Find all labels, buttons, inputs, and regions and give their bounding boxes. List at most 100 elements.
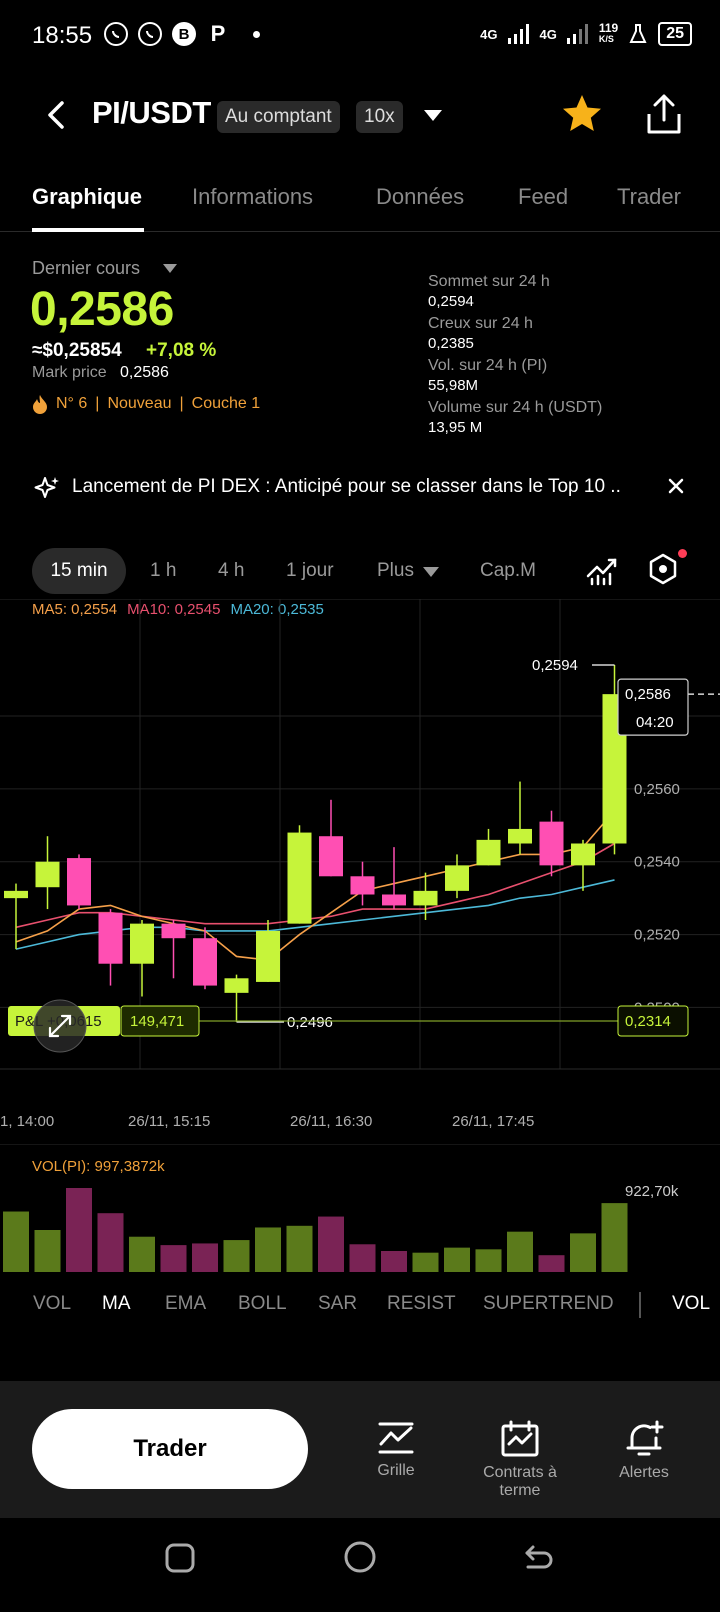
- last-price-label[interactable]: Dernier cours: [32, 258, 141, 278]
- market-cap-toggle[interactable]: Cap.M: [480, 560, 536, 581]
- alerts-label: Alertes: [619, 1464, 669, 1481]
- recent-apps-icon[interactable]: [164, 1542, 196, 1574]
- volume-label: VOL(PI): 997,3872k: [32, 1158, 165, 1175]
- tab-informations[interactable]: Informations: [192, 184, 314, 209]
- system-navigation-bar: [0, 1518, 720, 1612]
- timeframe-more-caret-icon[interactable]: [423, 567, 439, 577]
- trade-button[interactable]: Trader: [32, 1409, 308, 1489]
- liq-tag-bg: [617, 1005, 689, 1037]
- back-arrow-icon[interactable]: [40, 95, 70, 135]
- ma20-legend: MA20: 0,2535: [230, 601, 324, 618]
- chart-settings-icon[interactable]: [646, 552, 680, 586]
- price-change: +7,08 %: [146, 340, 217, 361]
- timeframe-more[interactable]: Plus: [377, 560, 414, 581]
- volume-bar: [97, 1213, 124, 1272]
- tag-layer[interactable]: Couche 1: [191, 395, 261, 412]
- tab-donnees[interactable]: Données: [376, 184, 465, 209]
- futures-label-1: Contrats à: [483, 1464, 557, 1481]
- x-tick-label-1: 1, 14:00: [0, 1113, 55, 1130]
- high-marker-label: 0,2594: [532, 657, 578, 674]
- volume-bar: [570, 1233, 596, 1272]
- ma10-legend: MA10: 0,2545: [127, 601, 221, 618]
- status-time: 18:55: [32, 22, 93, 49]
- close-icon[interactable]: [664, 474, 688, 498]
- volume-bar: [129, 1236, 155, 1272]
- last-price-caret-icon[interactable]: [163, 264, 177, 273]
- stat-vol-usdt-label: Volume sur 24 h (USDT): [428, 399, 603, 416]
- whatsapp-icon: [104, 22, 128, 46]
- ma5-line: [15, 810, 616, 961]
- ma-legend: MA5: 0,2554 MA10: 0,2545 MA20: 0,2535: [32, 601, 324, 618]
- network-4g-label: 4G: [480, 26, 498, 42]
- grid-button[interactable]: Grille: [336, 1420, 456, 1480]
- indicator-tab-resist[interactable]: RESIST: [387, 1293, 456, 1314]
- volume-max-label: 922,70k: [625, 1183, 679, 1200]
- volume-bar: [601, 1203, 628, 1272]
- candle-down: [539, 821, 564, 866]
- tab-feed[interactable]: Feed: [518, 184, 569, 209]
- back-nav-icon[interactable]: [522, 1542, 554, 1574]
- volume-chart[interactable]: [0, 1144, 720, 1274]
- candle-down: [98, 912, 123, 964]
- net-speed: 119 K/S: [599, 22, 618, 45]
- leverage-badge[interactable]: 10x: [356, 101, 403, 133]
- indicator-tab-vol[interactable]: VOL: [33, 1293, 72, 1314]
- announcement-banner-text[interactable]: Lancement de PI DEX : Anticipé pour se c…: [72, 476, 621, 497]
- x-tick-label-4: 26/11, 17:45: [452, 1113, 535, 1130]
- indicator-tab-vol-sub[interactable]: VOL: [672, 1293, 711, 1314]
- volume-bar: [349, 1244, 376, 1272]
- volume-bar: [3, 1211, 29, 1272]
- market-type-badge[interactable]: Au comptant: [217, 101, 340, 133]
- indicators-icon[interactable]: [585, 552, 619, 586]
- volume-bar: [381, 1251, 407, 1272]
- tag-separator: |: [95, 395, 100, 412]
- indicator-tab-ema[interactable]: EMA: [165, 1293, 207, 1314]
- tab-graphique[interactable]: Graphique: [32, 184, 143, 209]
- favorite-star-icon[interactable]: [560, 92, 604, 136]
- rank-row: N° 6 | Nouveau | Couche 1: [32, 394, 260, 414]
- share-icon[interactable]: [644, 92, 684, 136]
- tag-new[interactable]: Nouveau: [107, 395, 172, 412]
- candles: [4, 665, 627, 1022]
- futures-button[interactable]: Contrats à terme: [460, 1420, 580, 1500]
- tab-trader[interactable]: Trader: [617, 184, 681, 209]
- timeframe-4h[interactable]: 4 h: [218, 560, 245, 581]
- network-4g-label-2: 4G: [539, 26, 557, 42]
- alert-bell-plus-icon: [626, 1420, 664, 1456]
- candle-up: [130, 923, 154, 964]
- volume-bar: [475, 1249, 502, 1272]
- candle-up: [287, 832, 312, 924]
- indicator-tab-boll[interactable]: BOLL: [238, 1293, 287, 1314]
- candle-down: [193, 938, 217, 986]
- volume-bar: [444, 1247, 470, 1272]
- volume-bar: [66, 1188, 92, 1272]
- pair-title[interactable]: PI/USDT: [92, 95, 211, 130]
- indicator-tab-ma[interactable]: MA: [102, 1293, 131, 1314]
- stat-high-value: 0,2594: [428, 293, 474, 310]
- sparkle-icon: [34, 477, 59, 498]
- signal-icon: [507, 24, 529, 44]
- rank-label[interactable]: N° 6: [56, 395, 88, 412]
- pair-dropdown-caret-icon[interactable]: [424, 110, 442, 121]
- signal-icon-2: [566, 24, 588, 44]
- low-marker-label: 0,2496: [287, 1014, 333, 1031]
- home-icon[interactable]: [343, 1540, 377, 1574]
- stat-low-label: Creux sur 24 h: [428, 315, 533, 332]
- candle-down: [319, 836, 343, 877]
- timeframe-1day[interactable]: 1 jour: [286, 560, 334, 581]
- volume-bar: [507, 1231, 533, 1272]
- timeframe-15min[interactable]: 15 min: [32, 548, 126, 594]
- alerts-button[interactable]: Alertes: [584, 1420, 704, 1482]
- timeframe-1h[interactable]: 1 h: [150, 560, 177, 581]
- indicator-divider: [639, 1292, 641, 1318]
- ma5-legend: MA5: 0,2554: [32, 601, 118, 618]
- volume-bar: [255, 1227, 281, 1272]
- volume-bar: [412, 1252, 439, 1272]
- grid-bot-icon: [378, 1422, 414, 1454]
- candle-up: [571, 843, 595, 866]
- indicator-tab-supertrend[interactable]: SUPERTREND: [483, 1293, 614, 1314]
- volume-bar: [160, 1245, 187, 1272]
- indicator-tab-sar[interactable]: SAR: [318, 1293, 358, 1314]
